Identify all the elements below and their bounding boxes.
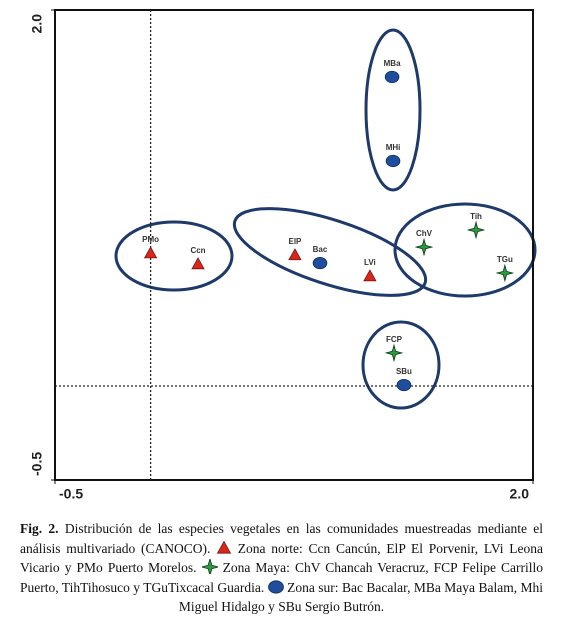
- point-label: Tih: [470, 212, 482, 221]
- point-label: LVi: [364, 258, 376, 267]
- point: [363, 269, 377, 282]
- legend-symbol: [267, 579, 284, 594]
- legend-text: Zona sur: Bac Bacalar, MBa Maya Balam, M…: [178, 579, 544, 615]
- cluster-outline: [361, 320, 441, 410]
- x-tick-label: 2.0: [510, 486, 530, 502]
- legend-text: Zona norte: Ccn Cancún, ElP El Porvenir,…: [20, 540, 544, 576]
- y-tick-label: 2.0: [29, 14, 45, 34]
- caption-label: Fig. 2.: [20, 521, 59, 536]
- point-label: TGu: [497, 255, 513, 264]
- cluster-outline: [364, 28, 422, 192]
- point: [384, 343, 404, 363]
- point-label: SBu: [396, 367, 412, 376]
- point-label: FCP: [386, 335, 403, 344]
- point: [495, 263, 515, 283]
- point: [466, 220, 486, 240]
- cluster-outline: [232, 207, 428, 297]
- caption-text: Distribución de las especies vegetales e…: [20, 521, 544, 556]
- point-label: MBa: [384, 59, 401, 68]
- point: [191, 257, 205, 270]
- y-tick-label: -0.5: [29, 452, 45, 476]
- point: [216, 540, 232, 554]
- point: [414, 237, 434, 257]
- legend-symbol: [199, 557, 220, 577]
- x-tick-label: -0.5: [59, 486, 83, 502]
- point-label: ElP: [289, 237, 303, 246]
- point-label: Ccn: [190, 246, 205, 255]
- point-label: Bac: [313, 245, 328, 254]
- cluster-outlines: [114, 28, 537, 410]
- point: [384, 70, 400, 84]
- caption: Fig. 2. Distribución de las especies veg…: [20, 519, 543, 617]
- point: [396, 378, 412, 392]
- point: [288, 248, 302, 261]
- plot-frame: [54, 9, 534, 481]
- point: [312, 256, 328, 270]
- point: [267, 579, 284, 594]
- cluster-outline: [114, 220, 234, 292]
- point: [385, 154, 401, 168]
- point-label: ChV: [416, 229, 433, 238]
- legend-symbol: [216, 540, 232, 554]
- cluster-outline: [393, 202, 537, 298]
- chart: -0.5 2.0 -0.5 2.0 PMo Ccn ElP LVi ChV Tih TGu FCP Ba…: [29, 9, 537, 502]
- point: [199, 557, 220, 577]
- point: [143, 246, 158, 259]
- point-label: PMo: [142, 235, 159, 244]
- point-label: MHi: [386, 143, 401, 152]
- legend-text: Zona Maya: ChV Chancah Veracruz, FCP Fel…: [20, 560, 544, 595]
